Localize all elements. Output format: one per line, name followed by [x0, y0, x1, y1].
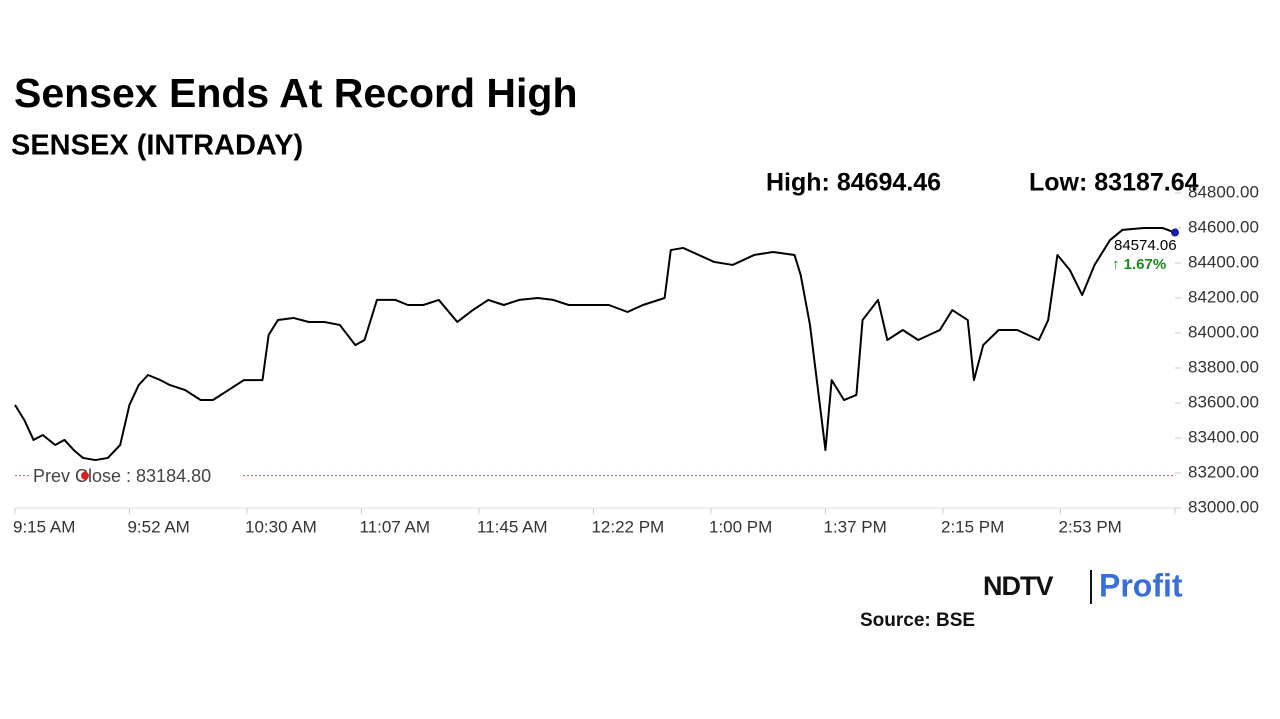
y-tick-label: 83200.00	[1188, 462, 1259, 481]
x-tick-label: 11:07 AM	[359, 517, 430, 536]
x-tick-label: 10:30 AM	[245, 517, 317, 536]
price-line	[14, 227, 1176, 462]
prev-close-dot	[81, 471, 89, 480]
logo-ndtv: NDTV	[983, 571, 1053, 601]
chart-subtitle: SENSEX (INTRADAY)	[11, 130, 303, 162]
y-tick-label: 83600.00	[1188, 392, 1259, 411]
logo-profit: Profit	[1099, 567, 1183, 603]
y-tick-label: 84200.00	[1188, 287, 1259, 306]
change-label: ↑ 1.67%	[1112, 256, 1166, 273]
last-point	[1171, 228, 1179, 237]
x-tick-label: 2:15 PM	[941, 517, 1004, 536]
x-tick-label: 1:37 PM	[823, 517, 886, 536]
y-tick-label: 83000.00	[1188, 497, 1259, 516]
prev-close-label: Prev Close : 83184.80	[33, 466, 211, 486]
x-tick-label: 9:15 AM	[13, 517, 75, 536]
y-tick-label: 83400.00	[1188, 427, 1259, 446]
y-tick-label: 84000.00	[1188, 322, 1259, 341]
x-tick-label: 2:53 PM	[1059, 517, 1122, 536]
x-tick-label: 11:45 AM	[477, 517, 548, 536]
high-label: High: 84694.46	[766, 169, 941, 197]
y-tick-label: 84800.00	[1188, 182, 1259, 201]
last-value-label: 84574.06	[1114, 237, 1177, 254]
low-label: Low: 83187.64	[1029, 169, 1199, 197]
y-tick-label: 84600.00	[1188, 217, 1259, 236]
y-tick-label: 84400.00	[1188, 252, 1259, 271]
source: Source: BSE	[860, 610, 975, 631]
x-tick-label: 1:00 PM	[709, 517, 772, 536]
x-tick-label: 12:22 PM	[591, 517, 664, 536]
x-tick-label: 9:52 AM	[127, 517, 189, 536]
y-tick-label: 83800.00	[1188, 357, 1259, 376]
chart-title: Sensex Ends At Record High	[14, 70, 578, 116]
